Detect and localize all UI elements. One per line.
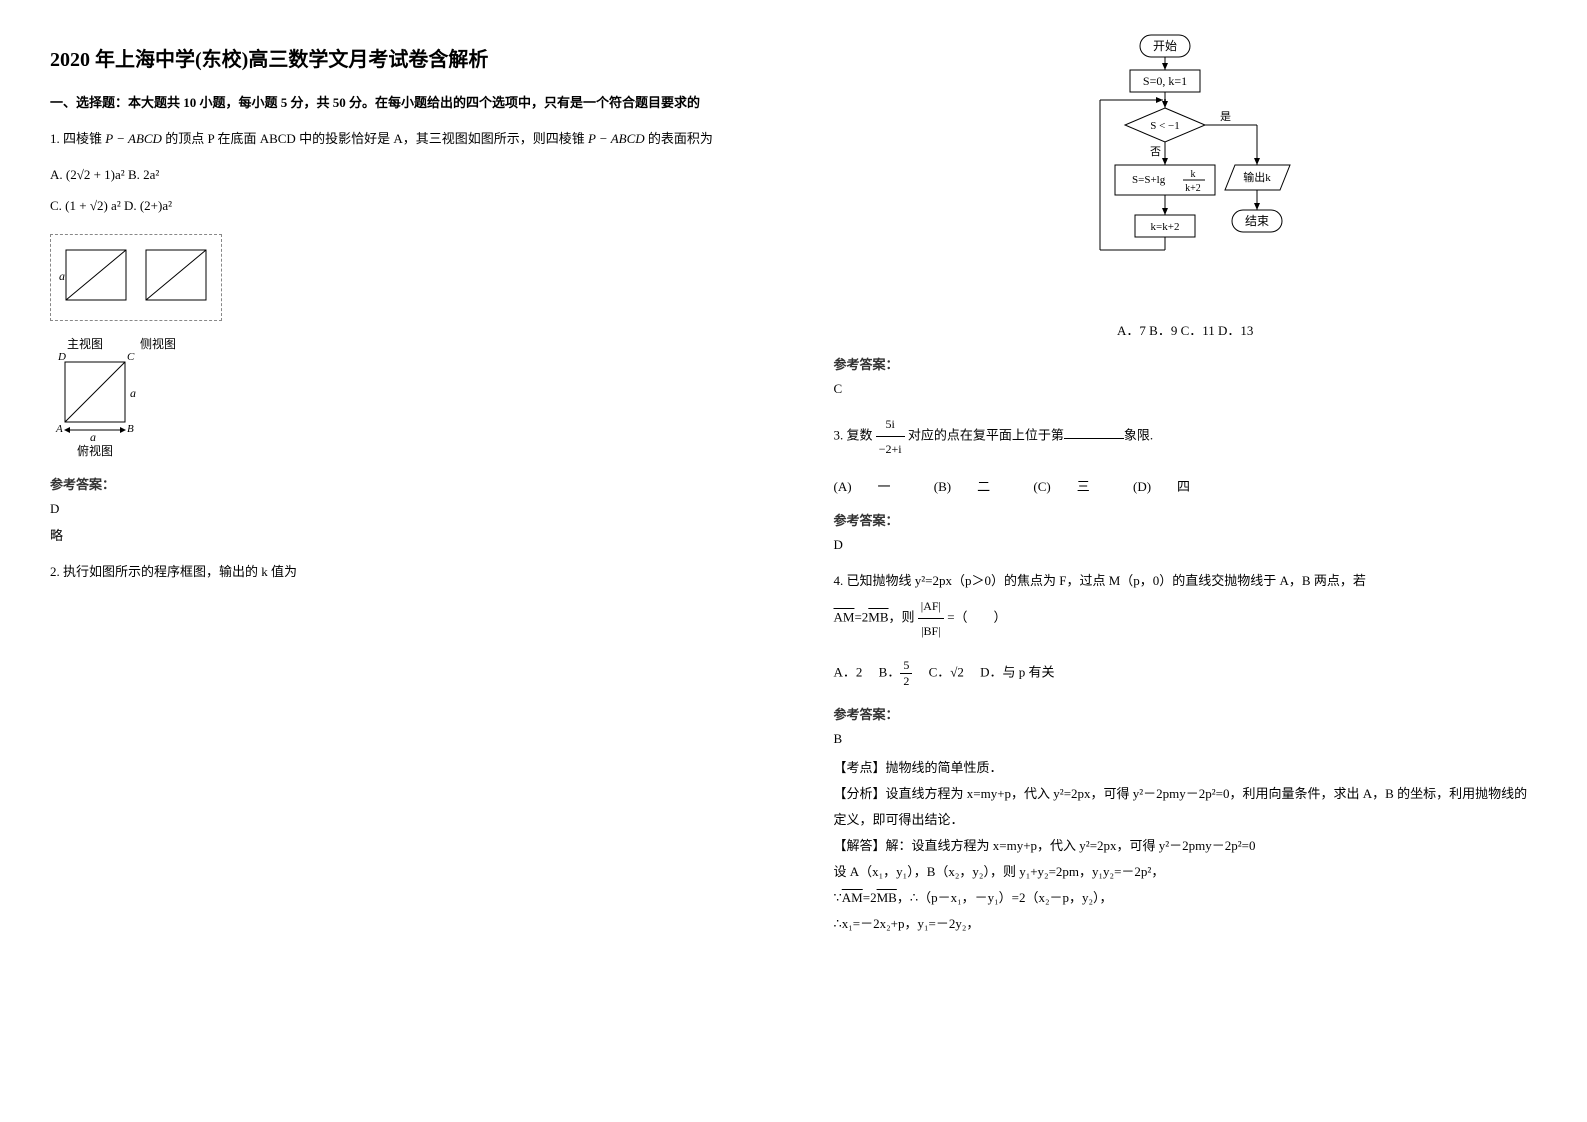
q4-vec-am: AM xyxy=(834,609,855,624)
q3-optA: (A) 一 xyxy=(834,476,891,495)
q1-text3: 的表面积为 xyxy=(645,131,713,146)
q1-optC-suffix: a² xyxy=(108,198,121,213)
q3-text2: 对应的点在复平面上位于第 xyxy=(908,427,1064,442)
q4-vec-mb: MB xyxy=(868,609,888,624)
q4-text: 4. 已知抛物线 y²=2px（p＞0）的焦点为 F，过点 M（p，0）的直线交… xyxy=(834,568,1538,594)
jieda3-vec2: MB xyxy=(877,890,897,905)
kaodian-label: 【考点】 xyxy=(834,760,886,775)
q3-options: (A) 一 (B) 二 (C) 三 (D) 四 xyxy=(834,476,1538,495)
q2-options: A．7 B．9 C．11 D．13 xyxy=(834,320,1538,339)
q3-fraction: 5i −2+i xyxy=(876,412,905,461)
q4-analysis: 【考点】抛物线的简单性质． 【分析】设直线方程为 x=my+p，代入 y²=2p… xyxy=(834,755,1538,937)
q2-answer-header: 参考答案： xyxy=(834,354,1538,373)
q1-answer-header: 参考答案： xyxy=(50,474,754,493)
q3-optC: (C) 三 xyxy=(1033,476,1089,495)
q2-flowchart: 开始 S=0, k=1 S < −1 是 否 S=S+lg k k+2 xyxy=(1055,30,1315,310)
question-3: 3. 复数 5i −2+i 对应的点在复平面上位于第 象限. xyxy=(834,412,1538,461)
svg-text:S=0, k=1: S=0, k=1 xyxy=(1143,74,1187,88)
q1-three-view-diagram: a 主视图 侧视图 D C A B a a xyxy=(50,224,754,459)
svg-text:C: C xyxy=(127,352,135,363)
q1-expr2: P − ABCD xyxy=(588,131,645,146)
jieda-line4: ∴x₁=－2x₂+p，y₁=－2y₂， xyxy=(834,911,1538,937)
svg-text:A: A xyxy=(55,423,63,435)
svg-text:S < −1: S < −1 xyxy=(1150,120,1180,132)
svg-text:S=S+lg: S=S+lg xyxy=(1132,174,1166,186)
svg-text:a: a xyxy=(130,386,136,400)
top-view-label: 俯视图 xyxy=(50,442,140,459)
section-1-header: 一、选择题：本大题共 10 小题，每小题 5 分，共 50 分。在每小题给出的四… xyxy=(50,92,754,111)
q1-options: A. (2√2 + 1)a² B. 2a² C. (1 + √2) a² D. … xyxy=(50,167,754,214)
side-view-label: 侧视图 xyxy=(123,335,193,352)
q4-fraction: |AF| |BF| xyxy=(918,594,944,643)
fenxi-label: 【分析】 xyxy=(834,786,886,801)
q3-optB: (B) 二 xyxy=(934,476,990,495)
q1-optB: B. 2a² xyxy=(128,167,159,182)
q1-optD: D. (2+)a² xyxy=(124,198,172,213)
q1-optA-label: A. xyxy=(50,167,66,182)
q4-optB-frac: 52 xyxy=(900,658,912,689)
q3-optD: (D) 四 xyxy=(1133,476,1190,495)
jieda-line1: 解：设直线方程为 x=my+p，代入 y²=2px，可得 y²－2pmy－2p²… xyxy=(886,838,1256,853)
jieda-line2: 设 A（x₁，y₁），B（x₂，y₂），则 y₁+y₂=2pm，y₁y₂=－2p… xyxy=(834,859,1538,885)
q1-optC: (1 + √2) xyxy=(65,198,108,213)
q3-text3: 象限. xyxy=(1124,427,1153,442)
question-4: 4. 已知抛物线 y²=2px（p＞0）的焦点为 F，过点 M（p，0）的直线交… xyxy=(834,568,1538,643)
q4-answer-header: 参考答案： xyxy=(834,704,1538,723)
main-side-view-svg: a xyxy=(56,240,216,315)
jieda3-vec1: AM xyxy=(842,890,863,905)
svg-text:开始: 开始 xyxy=(1153,39,1177,53)
q1-optA: (2√2 + 1) xyxy=(66,167,115,182)
q3-text1: 3. 复数 xyxy=(834,427,873,442)
q4-optA: A．2 xyxy=(834,664,863,679)
kaodian-text: 抛物线的简单性质． xyxy=(886,760,1003,775)
top-view-svg: D C A B a a xyxy=(50,352,140,442)
svg-text:是: 是 xyxy=(1220,110,1231,123)
q1-text2: 的顶点 P 在底面 ABCD 中的投影恰好是 A，其三视图如图所示，则四棱锥 xyxy=(162,131,588,146)
svg-text:结束: 结束 xyxy=(1245,214,1269,228)
q1-expr1: P − ABCD xyxy=(105,131,162,146)
q4-options: A．2 B．52 C．√2 D．与 p 有关 xyxy=(834,658,1538,689)
q3-answer-header: 参考答案： xyxy=(834,510,1538,529)
q3-blank xyxy=(1064,425,1124,439)
q4-optB-label: B． xyxy=(879,664,901,679)
main-view-label: 主视图 xyxy=(50,335,120,352)
q4-optC: C．√2 xyxy=(929,664,964,679)
jieda-label: 【解答】 xyxy=(834,838,886,853)
q1-optC-label: C. xyxy=(50,198,65,213)
question-1: 1. 四棱锥 P − ABCD 的顶点 P 在底面 ABCD 中的投影恰好是 A… xyxy=(50,126,754,152)
svg-text:否: 否 xyxy=(1150,146,1161,158)
q1-text1: 1. 四棱锥 xyxy=(50,131,105,146)
q3-answer: D xyxy=(834,537,1538,553)
q1-optA-suffix: a² xyxy=(115,167,125,182)
svg-text:k+2: k+2 xyxy=(1185,183,1201,194)
svg-text:a: a xyxy=(90,430,96,442)
svg-text:k: k xyxy=(1191,169,1196,180)
q1-brief: 略 xyxy=(50,525,754,544)
svg-text:k=k+2: k=k+2 xyxy=(1151,221,1180,233)
svg-text:输出k: 输出k xyxy=(1244,170,1272,184)
svg-text:a: a xyxy=(59,269,65,283)
page-title: 2020 年上海中学(东校)高三数学文月考试卷含解析 xyxy=(50,43,754,72)
q2-answer: C xyxy=(834,381,1538,397)
fenxi-text: 设直线方程为 x=my+p，代入 y²=2px，可得 y²－2pmy－2p²=0… xyxy=(834,786,1528,827)
q4-optD: D．与 p 有关 xyxy=(980,664,1054,679)
svg-text:B: B xyxy=(127,423,134,435)
svg-text:D: D xyxy=(57,352,66,363)
question-2-text: 2. 执行如图所示的程序框图，输出的 k 值为 xyxy=(50,559,754,585)
q4-answer: B xyxy=(834,731,1538,747)
q1-answer: D xyxy=(50,501,754,517)
